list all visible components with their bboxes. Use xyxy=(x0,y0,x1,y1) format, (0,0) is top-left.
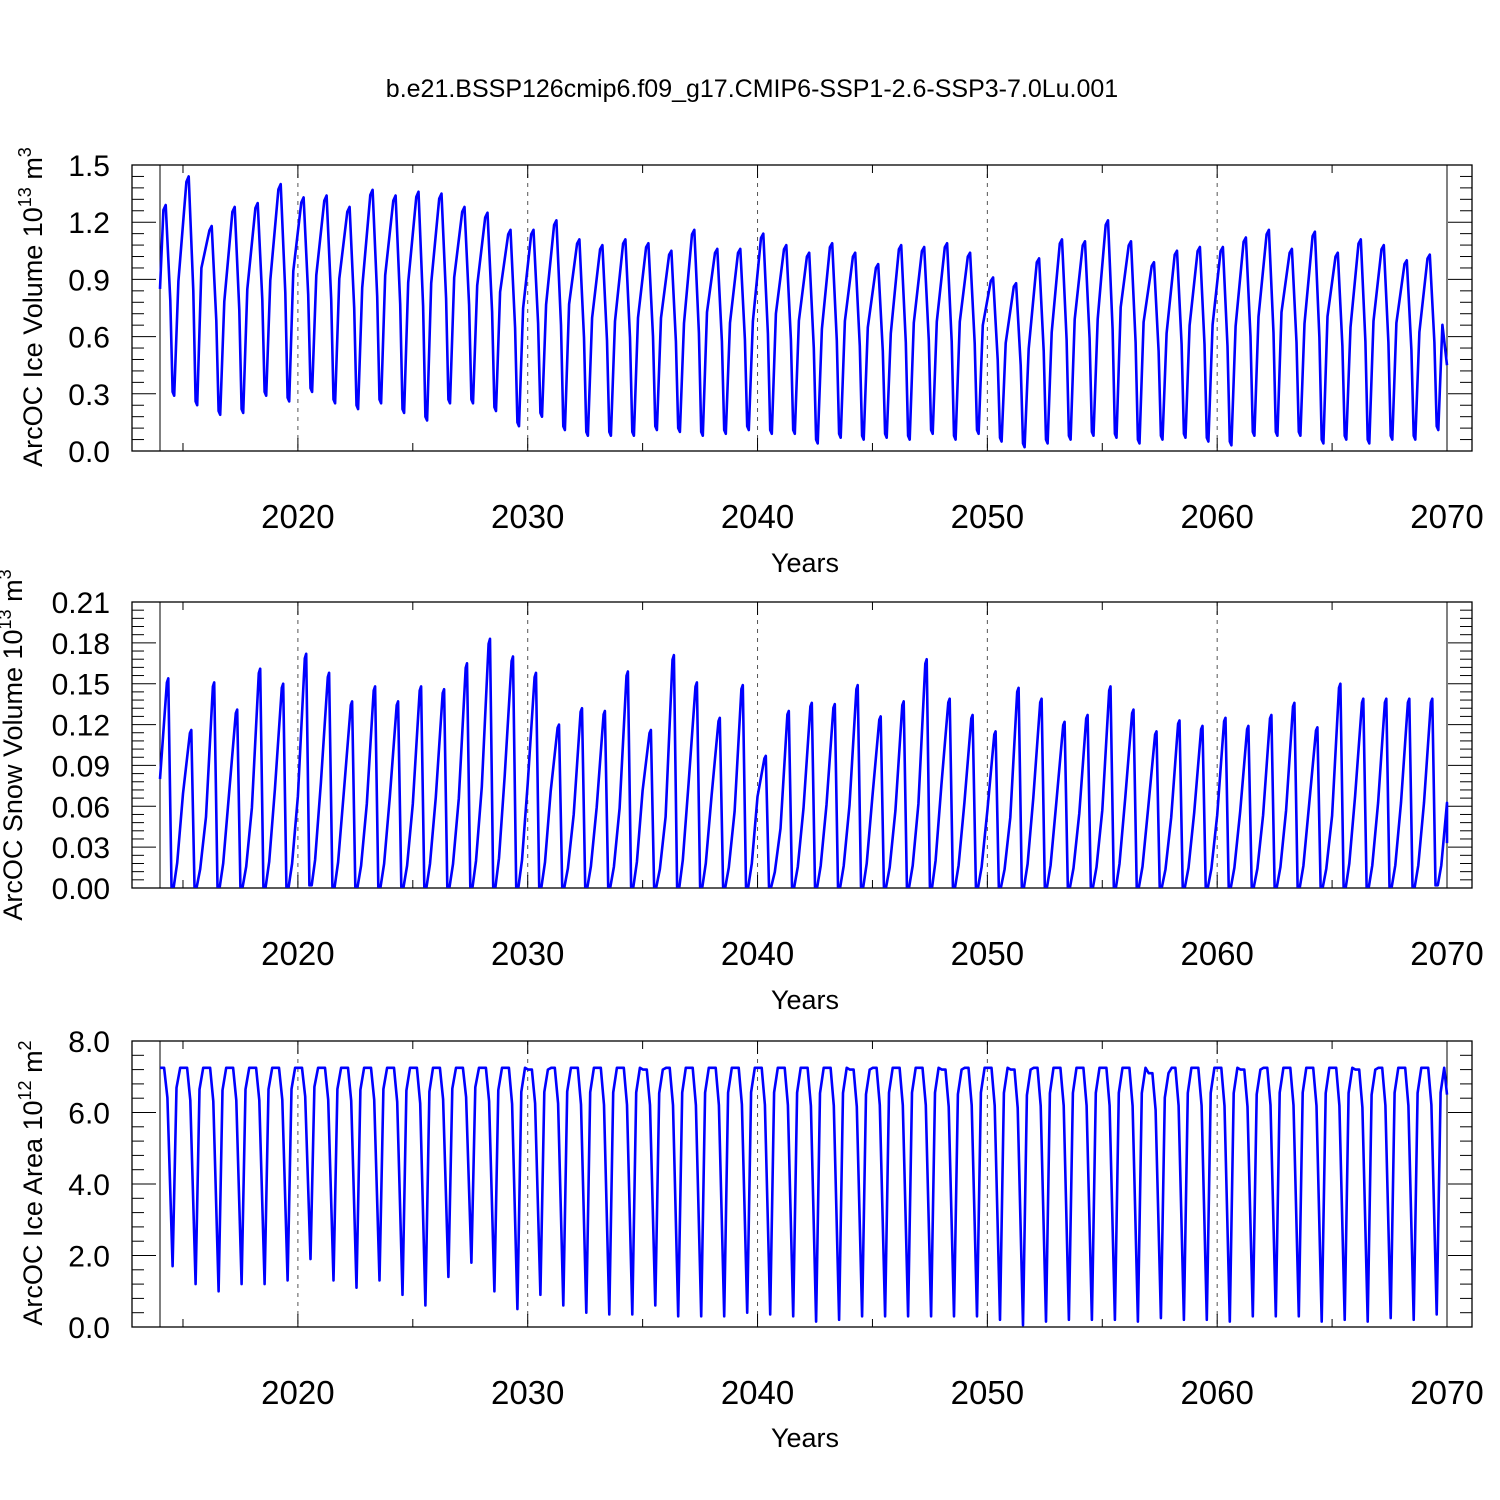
y-tick-label-0.18: 0.18 xyxy=(52,628,110,661)
series-line-arcoc-snow-volume xyxy=(158,637,1449,888)
x-tick-label-2030: 2030 xyxy=(491,498,564,535)
plot-frame xyxy=(131,1040,1473,1328)
y-tick-label-0.3: 0.3 xyxy=(68,379,110,412)
x-tick-label-2040: 2040 xyxy=(721,498,794,535)
figure-title: b.e21.BSSP126cmip6.f09_g17.CMIP6-SSP1-2.… xyxy=(386,75,1118,103)
x-tick-label-2070: 2070 xyxy=(1410,498,1483,535)
x-tick-label-2060: 2060 xyxy=(1180,498,1253,535)
y-tick-label-4.0: 4.0 xyxy=(68,1169,110,1202)
x-tick-label-2030: 2030 xyxy=(491,935,564,972)
y-tick-label-0.00: 0.00 xyxy=(52,873,110,906)
y-tick-label-0.6: 0.6 xyxy=(68,322,110,355)
x-tick-label-2050: 2050 xyxy=(951,935,1024,972)
y-tick-label-0.03: 0.03 xyxy=(52,832,110,865)
series-line-arcoc-ice-area xyxy=(159,1066,1449,1327)
x-tick-label-2070: 2070 xyxy=(1410,1374,1483,1411)
x-axis-label: Years xyxy=(771,548,839,578)
panel-snow-volume: Years ArcOC Snow Volume 1013 m3 2020 2030… xyxy=(0,569,1484,1015)
y-tick-label-0.0: 0.0 xyxy=(68,436,110,469)
x-tick-label-2070: 2070 xyxy=(1410,935,1483,972)
plot-frame xyxy=(131,601,1473,889)
x-tick-label-2040: 2040 xyxy=(721,935,794,972)
y-tick-label-0.15: 0.15 xyxy=(52,669,110,702)
x-tick-label-2050: 2050 xyxy=(951,1374,1024,1411)
x-tick-label-2040: 2040 xyxy=(721,1374,794,1411)
x-axis-label: Years xyxy=(771,985,839,1015)
y-axis-label: ArcOC Ice Area 1012 m2 xyxy=(15,1040,48,1325)
x-axis-label: Years xyxy=(771,1423,839,1453)
plot-frame xyxy=(131,164,1473,452)
y-tick-label-1.5: 1.5 xyxy=(68,150,110,183)
y-tick-label-0.0: 0.0 xyxy=(68,1312,110,1345)
x-tick-label-2020: 2020 xyxy=(261,498,334,535)
panel-ice-volume: Years ArcOC Ice Volume 1013 m3 2020 2030 2… xyxy=(15,147,1484,578)
y-tick-label-6.0: 6.0 xyxy=(68,1098,110,1131)
y-tick-label-0.09: 0.09 xyxy=(52,750,110,783)
series-line-arcoc-ice-volume xyxy=(158,175,1449,449)
x-tick-label-2060: 2060 xyxy=(1180,1374,1253,1411)
y-tick-label-0.21: 0.21 xyxy=(52,587,110,620)
x-tick-label-2020: 2020 xyxy=(261,1374,334,1411)
y-tick-label-0.12: 0.12 xyxy=(52,710,110,743)
x-tick-label-2060: 2060 xyxy=(1180,935,1253,972)
y-axis-label: ArcOC Ice Volume 1013 m3 xyxy=(15,147,48,467)
y-tick-label-1.2: 1.2 xyxy=(68,207,110,240)
x-tick-label-2050: 2050 xyxy=(951,498,1024,535)
y-axis-label: ArcOC Snow Volume 1013 m3 xyxy=(0,569,28,920)
panel-ice-area: Years ArcOC Ice Area 1012 m2 2020 2030 204… xyxy=(15,1026,1484,1453)
x-tick-label-2030: 2030 xyxy=(491,1374,564,1411)
y-tick-label-0.9: 0.9 xyxy=(68,264,110,297)
y-tick-label-2.0: 2.0 xyxy=(68,1241,110,1274)
y-tick-label-0.06: 0.06 xyxy=(52,791,110,824)
x-tick-label-2020: 2020 xyxy=(261,935,334,972)
y-tick-label-8.0: 8.0 xyxy=(68,1026,110,1059)
